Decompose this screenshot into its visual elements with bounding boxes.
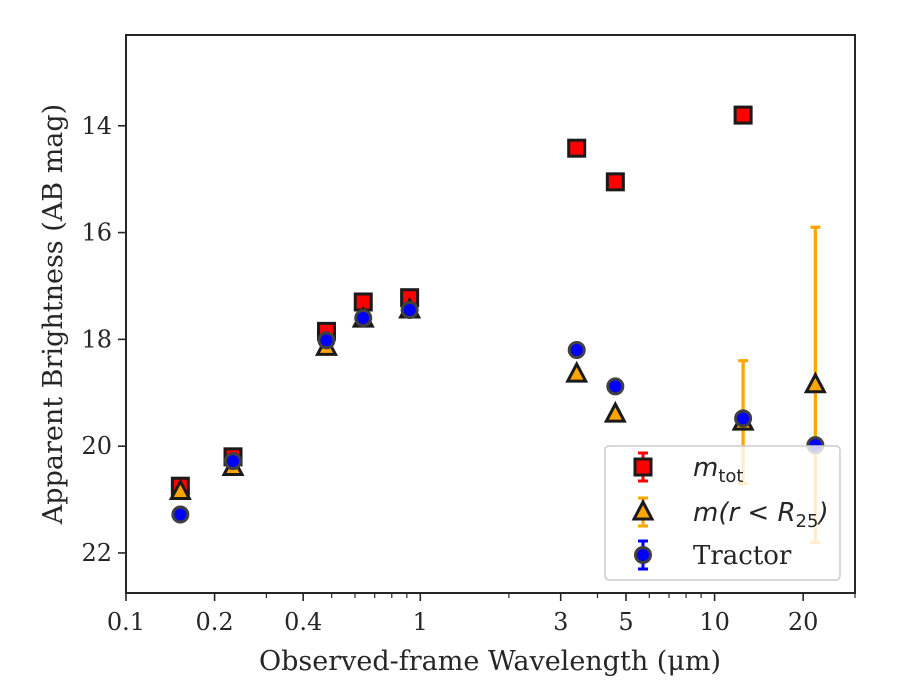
y-axis-label: Apparent Brightness (AB mag) <box>38 104 69 525</box>
legend-label-circle: Tractor <box>693 541 792 571</box>
y-tick-label-3: 20 <box>81 432 112 460</box>
point-triangle-8 <box>803 371 827 394</box>
plot-frame <box>125 34 856 594</box>
legend-box <box>604 445 841 581</box>
legend-label-triangle: m(r < R25) <box>693 498 829 532</box>
legend-marker-square <box>633 457 653 477</box>
point-circle-7 <box>734 409 753 428</box>
x-tick-label-7: 20 <box>788 608 819 636</box>
x-tick-label-1: 0.2 <box>196 608 234 636</box>
point-circle-5 <box>567 341 586 360</box>
x-tick-label-0: 0.1 <box>107 608 145 636</box>
y-tick-label-1: 16 <box>81 219 112 247</box>
x-tick-label-3: 1 <box>413 608 428 636</box>
legend-entry-square: mtot <box>633 451 743 487</box>
x-tick-label-6: 10 <box>699 608 730 636</box>
legend-marker-triangle <box>631 498 655 521</box>
point-square-5 <box>567 138 587 158</box>
point-circle-4 <box>400 300 419 319</box>
x-tick-label-4: 3 <box>553 608 568 636</box>
point-circle-1 <box>224 452 243 471</box>
point-circle-6 <box>606 377 625 396</box>
legend-entry-triangle: m(r < R25) <box>631 496 829 532</box>
x-tick-label-2: 0.4 <box>284 608 322 636</box>
point-triangle-5 <box>565 360 589 383</box>
series-square <box>170 105 753 496</box>
y-tick-label-2: 18 <box>81 325 112 353</box>
x-axis-label: Observed-frame Wavelength (μm) <box>259 646 721 677</box>
x-tick-label-5: 5 <box>618 608 633 636</box>
ticks-layer: 0.1 0.2 0.4 1 3 5 10 20 14 16 18 20 22 <box>81 112 856 636</box>
legend-marker-circle <box>634 546 652 564</box>
point-circle-2 <box>317 331 336 350</box>
legend: mtot m(r < R25) Tractor <box>604 445 841 581</box>
legend-label-square: mtot <box>693 453 743 487</box>
y-tick-label-4: 22 <box>81 539 112 567</box>
y-tick-label-0: 14 <box>81 112 112 140</box>
legend-entry-circle: Tractor <box>634 539 792 571</box>
series-circle <box>171 300 825 524</box>
point-triangle-0 <box>168 478 192 501</box>
point-square-7 <box>733 105 753 125</box>
point-square-6 <box>605 172 625 192</box>
point-triangle-6 <box>603 400 627 423</box>
point-circle-3 <box>354 309 373 328</box>
point-circle-0 <box>171 505 190 524</box>
